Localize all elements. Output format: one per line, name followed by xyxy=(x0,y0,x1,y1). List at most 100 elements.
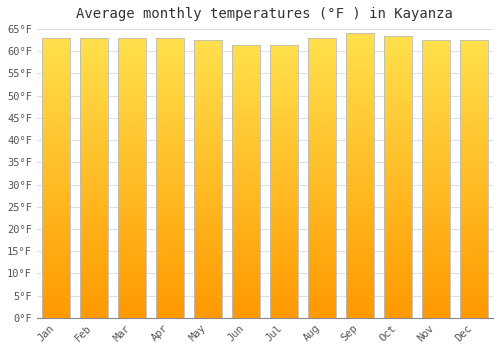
Bar xyxy=(422,114,450,116)
Bar xyxy=(270,212,298,214)
Bar xyxy=(194,166,222,168)
Bar xyxy=(308,193,336,195)
Bar xyxy=(156,169,184,170)
Bar xyxy=(346,162,374,164)
Bar xyxy=(308,294,336,295)
Bar xyxy=(270,183,298,185)
Bar xyxy=(232,121,260,123)
Bar xyxy=(422,118,450,120)
Bar xyxy=(156,314,184,316)
Bar xyxy=(80,86,108,88)
Bar xyxy=(232,194,260,196)
Bar xyxy=(194,251,222,253)
Bar xyxy=(422,268,450,270)
Bar xyxy=(194,81,222,83)
Bar xyxy=(460,172,488,174)
Bar xyxy=(460,62,488,64)
Bar xyxy=(384,280,412,282)
Bar xyxy=(308,120,336,122)
Bar xyxy=(308,254,336,256)
Bar xyxy=(346,138,374,140)
Bar xyxy=(80,137,108,139)
Bar xyxy=(384,132,412,134)
Bar xyxy=(422,177,450,179)
Bar xyxy=(80,163,108,165)
Bar xyxy=(232,114,260,116)
Bar xyxy=(460,66,488,68)
Bar xyxy=(460,181,488,183)
Bar xyxy=(156,301,184,303)
Bar xyxy=(118,241,146,243)
Bar xyxy=(460,72,488,74)
Bar xyxy=(232,172,260,174)
Bar xyxy=(460,203,488,205)
Bar xyxy=(384,256,412,258)
Bar xyxy=(270,150,298,152)
Bar xyxy=(118,165,146,167)
Bar xyxy=(232,276,260,278)
Bar xyxy=(460,312,488,314)
Bar xyxy=(194,197,222,199)
Bar xyxy=(232,232,260,234)
Bar xyxy=(194,273,222,275)
Bar xyxy=(270,298,298,300)
Bar xyxy=(118,176,146,178)
Bar xyxy=(232,48,260,50)
Bar xyxy=(118,292,146,294)
Bar xyxy=(384,162,412,164)
Bar xyxy=(194,44,222,46)
Bar xyxy=(80,239,108,241)
Bar xyxy=(118,58,146,60)
Bar xyxy=(346,248,374,250)
Bar xyxy=(346,71,374,73)
Bar xyxy=(232,154,260,156)
Bar xyxy=(460,79,488,81)
Bar xyxy=(194,92,222,94)
Bar xyxy=(460,149,488,151)
Bar xyxy=(308,279,336,281)
Bar xyxy=(270,145,298,147)
Bar xyxy=(42,210,70,211)
Bar xyxy=(422,187,450,188)
Bar xyxy=(308,88,336,90)
Bar xyxy=(42,75,70,77)
Bar xyxy=(346,79,374,81)
Bar xyxy=(460,125,488,127)
Bar xyxy=(118,70,146,71)
Bar xyxy=(118,260,146,262)
Bar xyxy=(156,191,184,193)
Bar xyxy=(156,176,184,178)
Bar xyxy=(42,316,70,318)
Bar xyxy=(346,223,374,225)
Bar xyxy=(80,210,108,211)
Bar xyxy=(346,83,374,85)
Bar xyxy=(308,249,336,251)
Bar xyxy=(194,222,222,223)
Bar xyxy=(460,107,488,108)
Bar xyxy=(156,269,184,271)
Bar xyxy=(346,50,374,52)
Bar xyxy=(194,151,222,153)
Bar xyxy=(232,203,260,205)
Bar xyxy=(384,73,412,75)
Bar xyxy=(384,265,412,267)
Bar xyxy=(346,102,374,104)
Bar xyxy=(422,184,450,187)
Bar xyxy=(156,105,184,107)
Bar xyxy=(194,129,222,131)
Bar xyxy=(346,304,374,307)
Bar xyxy=(422,151,450,153)
Bar xyxy=(308,187,336,189)
Bar xyxy=(118,57,146,58)
Bar xyxy=(460,46,488,48)
Bar xyxy=(42,102,70,103)
Bar xyxy=(118,294,146,295)
Bar xyxy=(194,105,222,107)
Bar xyxy=(80,211,108,214)
Bar xyxy=(194,142,222,144)
Bar xyxy=(422,62,450,64)
Bar xyxy=(460,205,488,207)
Bar xyxy=(42,172,70,174)
Bar xyxy=(232,260,260,261)
Bar xyxy=(42,139,70,141)
